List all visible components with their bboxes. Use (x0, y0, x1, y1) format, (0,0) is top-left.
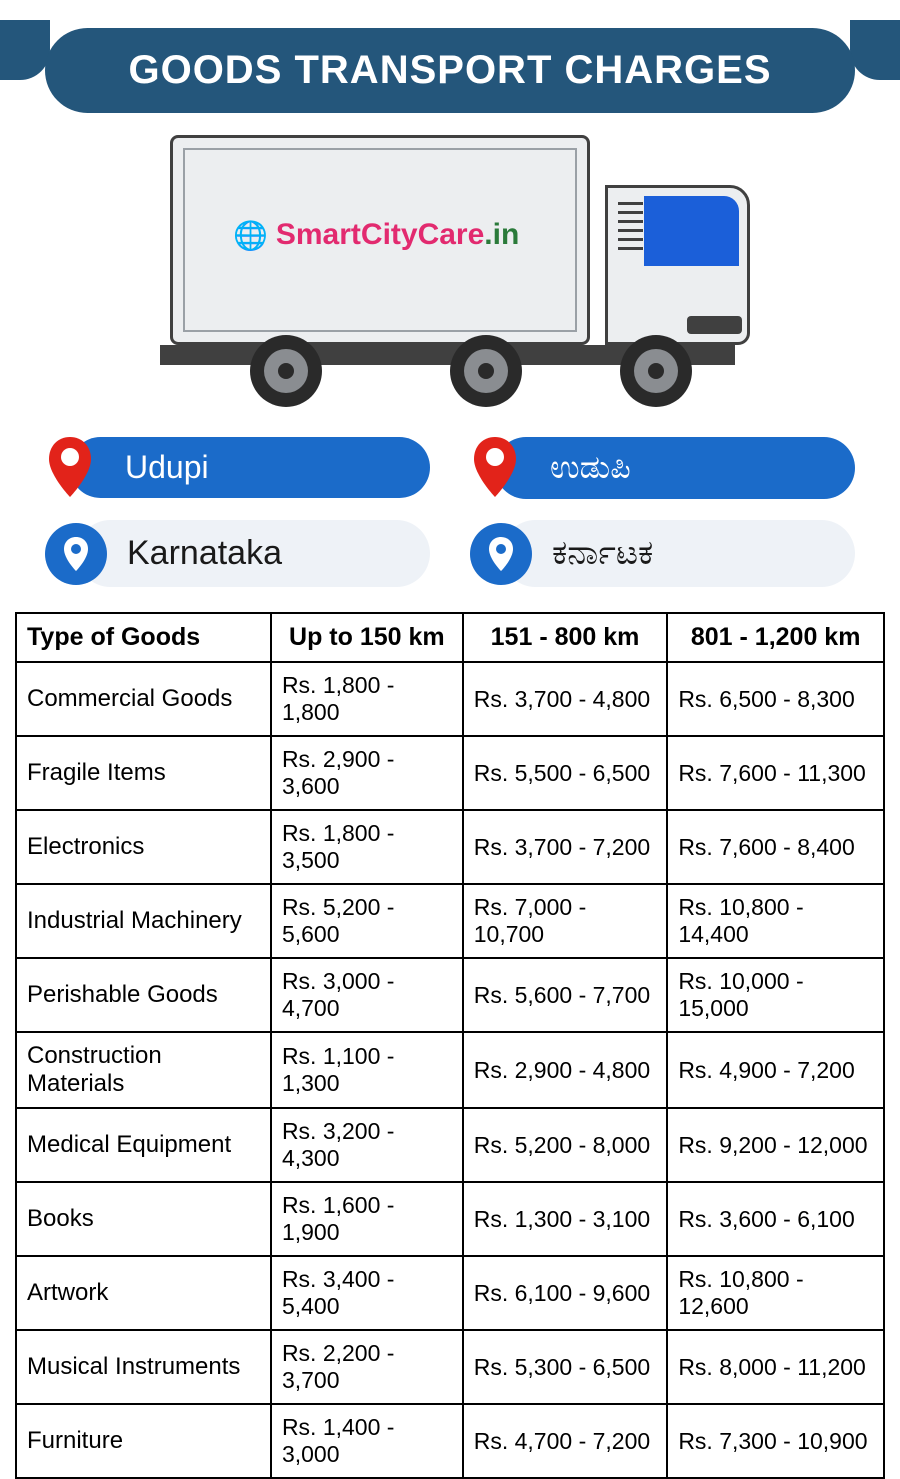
cell-price: Rs. 6,100 - 9,600 (463, 1256, 668, 1330)
table-row: Industrial MachineryRs. 5,200 - 5,600Rs.… (16, 884, 884, 958)
table-header-row: Type of Goods Up to 150 km 151 - 800 km … (16, 613, 884, 662)
price-table: Type of Goods Up to 150 km 151 - 800 km … (15, 612, 885, 1479)
cell-price: Rs. 3,200 - 4,300 (271, 1108, 463, 1182)
page-title: GOODS TRANSPORT CHARGES (45, 28, 855, 113)
cell-price: Rs. 1,400 - 3,000 (271, 1404, 463, 1478)
cell-type: Musical Instruments (16, 1330, 271, 1404)
cell-price: Rs. 1,300 - 3,100 (463, 1182, 668, 1256)
table-row: Fragile ItemsRs. 2,900 - 3,600Rs. 5,500 … (16, 736, 884, 810)
table-row: FurnitureRs. 1,400 - 3,000Rs. 4,700 - 7,… (16, 1404, 884, 1478)
cell-price: Rs. 3,700 - 7,200 (463, 810, 668, 884)
cell-price: Rs. 5,200 - 8,000 (463, 1108, 668, 1182)
cell-type: Artwork (16, 1256, 271, 1330)
table-row: Construction MaterialsRs. 1,100 - 1,300R… (16, 1032, 884, 1108)
brand-name-part2: .in (484, 218, 519, 251)
cell-price: Rs. 7,600 - 11,300 (667, 736, 884, 810)
header-decor-left (0, 20, 50, 80)
cell-price: Rs. 5,200 - 5,600 (271, 884, 463, 958)
table-row: ArtworkRs. 3,400 - 5,400Rs. 6,100 - 9,60… (16, 1256, 884, 1330)
truck-illustration: 🌐 SmartCityCare.in (150, 125, 750, 425)
cell-type: Industrial Machinery (16, 884, 271, 958)
header-bar: GOODS TRANSPORT CHARGES (30, 20, 870, 110)
truck-cargo-box: 🌐 SmartCityCare.in (170, 135, 590, 345)
brand-name-part1: SmartCityCare (276, 218, 484, 251)
city-local-label: ಉಡುಪಿ (495, 437, 855, 499)
cell-price: Rs. 8,000 - 11,200 (667, 1330, 884, 1404)
cell-price: Rs. 5,500 - 6,500 (463, 736, 668, 810)
cell-type: Furniture (16, 1404, 271, 1478)
city-en-label: Udupi (70, 437, 430, 498)
state-local-group: ಕರ್ನಾಟಕ (470, 520, 855, 587)
cell-price: Rs. 1,100 - 1,300 (271, 1032, 463, 1108)
cell-price: Rs. 3,400 - 5,400 (271, 1256, 463, 1330)
location-marker-icon (470, 523, 532, 585)
cell-price: Rs. 9,200 - 12,000 (667, 1108, 884, 1182)
cell-price: Rs. 3,600 - 6,100 (667, 1182, 884, 1256)
cell-price: Rs. 2,200 - 3,700 (271, 1330, 463, 1404)
location-marker-icon (45, 523, 107, 585)
cell-price: Rs. 1,800 - 1,800 (271, 662, 463, 736)
cell-price: Rs. 3,000 - 4,700 (271, 958, 463, 1032)
globe-icon: 🌐 (233, 219, 268, 252)
state-en-group: Karnataka (45, 520, 430, 587)
cell-price: Rs. 1,800 - 3,500 (271, 810, 463, 884)
cell-price: Rs. 4,700 - 7,200 (463, 1404, 668, 1478)
cell-price: Rs. 2,900 - 4,800 (463, 1032, 668, 1108)
cell-price: Rs. 10,000 - 15,000 (667, 958, 884, 1032)
cell-price: Rs. 1,600 - 1,900 (271, 1182, 463, 1256)
cell-type: Construction Materials (16, 1032, 271, 1108)
table-row: ElectronicsRs. 1,800 - 3,500Rs. 3,700 - … (16, 810, 884, 884)
state-en-label: Karnataka (77, 520, 430, 587)
location-pin-icon (470, 435, 520, 500)
col-type: Type of Goods (16, 613, 271, 662)
truck-window (644, 196, 739, 266)
cell-type: Medical Equipment (16, 1108, 271, 1182)
col-dist3: 801 - 1,200 km (667, 613, 884, 662)
cell-price: Rs. 5,600 - 7,700 (463, 958, 668, 1032)
cell-price: Rs. 10,800 - 14,400 (667, 884, 884, 958)
cell-price: Rs. 7,000 - 10,700 (463, 884, 668, 958)
cell-price: Rs. 3,700 - 4,800 (463, 662, 668, 736)
cell-type: Perishable Goods (16, 958, 271, 1032)
truck-cab (605, 185, 750, 345)
location-pin-icon (45, 435, 95, 500)
table-row: Musical InstrumentsRs. 2,200 - 3,700Rs. … (16, 1330, 884, 1404)
table-row: Medical EquipmentRs. 3,200 - 4,300Rs. 5,… (16, 1108, 884, 1182)
city-en-group: Udupi (45, 435, 430, 500)
truck-wheel (620, 335, 692, 407)
table-row: BooksRs. 1,600 - 1,900Rs. 1,300 - 3,100R… (16, 1182, 884, 1256)
truck-vent (618, 200, 643, 250)
cell-type: Commercial Goods (16, 662, 271, 736)
table-row: Perishable GoodsRs. 3,000 - 4,700Rs. 5,6… (16, 958, 884, 1032)
city-local-group: ಉಡುಪಿ (470, 435, 855, 500)
brand-logo: 🌐 SmartCityCare.in (233, 218, 519, 252)
cell-type: Electronics (16, 810, 271, 884)
col-dist2: 151 - 800 km (463, 613, 668, 662)
cell-price: Rs. 10,800 - 12,600 (667, 1256, 884, 1330)
state-local-label: ಕರ್ನಾಟಕ (502, 520, 855, 587)
cell-price: Rs. 2,900 - 3,600 (271, 736, 463, 810)
table-row: Commercial GoodsRs. 1,800 - 1,800Rs. 3,7… (16, 662, 884, 736)
cell-type: Books (16, 1182, 271, 1256)
truck-wheel (450, 335, 522, 407)
cell-price: Rs. 7,600 - 8,400 (667, 810, 884, 884)
cell-price: Rs. 7,300 - 10,900 (667, 1404, 884, 1478)
header-decor-right (850, 20, 900, 80)
cell-type: Fragile Items (16, 736, 271, 810)
cell-price: Rs. 5,300 - 6,500 (463, 1330, 668, 1404)
cell-price: Rs. 6,500 - 8,300 (667, 662, 884, 736)
city-row: Udupi ಉಡುಪಿ (0, 430, 900, 505)
cell-price: Rs. 4,900 - 7,200 (667, 1032, 884, 1108)
truck-bumper (687, 316, 742, 334)
state-row: Karnataka ಕರ್ನಾಟಕ (0, 505, 900, 607)
truck-wheel (250, 335, 322, 407)
col-dist1: Up to 150 km (271, 613, 463, 662)
